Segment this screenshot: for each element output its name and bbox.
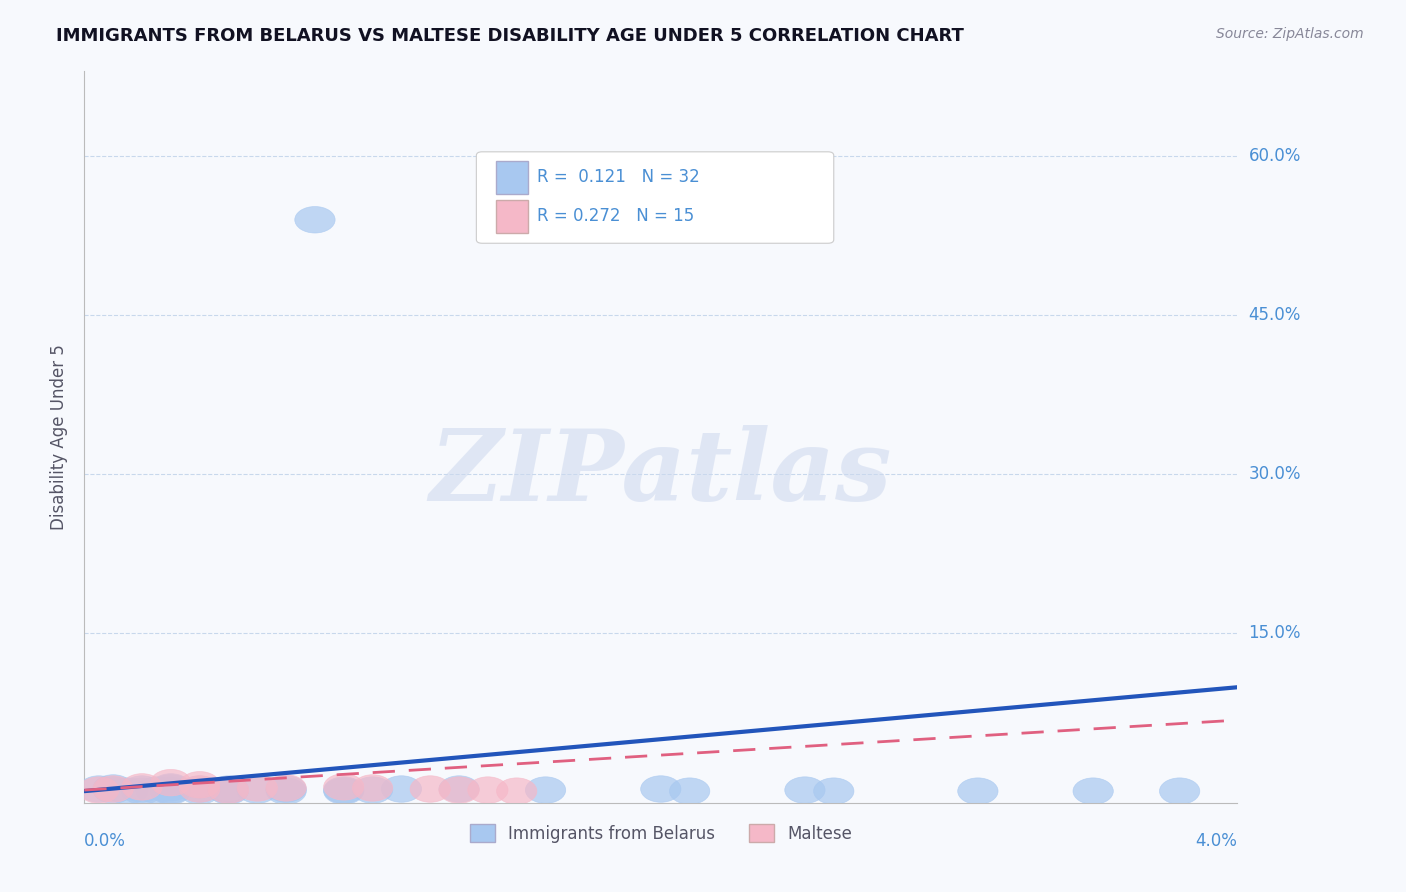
Ellipse shape — [669, 778, 710, 805]
Ellipse shape — [323, 773, 364, 800]
Legend: Immigrants from Belarus, Maltese: Immigrants from Belarus, Maltese — [463, 818, 859, 849]
Y-axis label: Disability Age Under 5: Disability Age Under 5 — [51, 344, 69, 530]
Ellipse shape — [1073, 778, 1114, 805]
Ellipse shape — [323, 778, 364, 805]
Ellipse shape — [439, 776, 479, 802]
Ellipse shape — [79, 777, 120, 804]
Ellipse shape — [439, 777, 479, 804]
Ellipse shape — [136, 777, 177, 804]
Ellipse shape — [323, 777, 364, 804]
Ellipse shape — [411, 776, 450, 802]
FancyBboxPatch shape — [496, 200, 529, 233]
Ellipse shape — [266, 775, 307, 801]
Ellipse shape — [93, 776, 134, 802]
Ellipse shape — [208, 777, 249, 804]
FancyBboxPatch shape — [477, 152, 834, 244]
Ellipse shape — [266, 776, 307, 802]
Ellipse shape — [150, 770, 191, 796]
Ellipse shape — [107, 778, 148, 805]
Text: 0.0%: 0.0% — [84, 832, 127, 850]
Ellipse shape — [353, 777, 392, 804]
Text: 45.0%: 45.0% — [1249, 306, 1301, 324]
Ellipse shape — [150, 777, 191, 804]
Text: IMMIGRANTS FROM BELARUS VS MALTESE DISABILITY AGE UNDER 5 CORRELATION CHART: IMMIGRANTS FROM BELARUS VS MALTESE DISAB… — [56, 27, 965, 45]
Ellipse shape — [208, 778, 249, 805]
Ellipse shape — [150, 773, 191, 800]
Text: 30.0%: 30.0% — [1249, 466, 1301, 483]
Ellipse shape — [122, 778, 162, 805]
Ellipse shape — [381, 776, 422, 802]
Text: Source: ZipAtlas.com: Source: ZipAtlas.com — [1216, 27, 1364, 41]
Ellipse shape — [526, 777, 565, 804]
Ellipse shape — [238, 775, 277, 801]
Ellipse shape — [295, 207, 335, 233]
Ellipse shape — [266, 778, 307, 805]
Ellipse shape — [496, 778, 537, 805]
Text: 15.0%: 15.0% — [1249, 624, 1301, 642]
Text: ZIPatlas: ZIPatlas — [430, 425, 891, 522]
Ellipse shape — [641, 776, 681, 802]
FancyBboxPatch shape — [496, 161, 529, 194]
Ellipse shape — [150, 778, 191, 805]
Ellipse shape — [785, 777, 825, 804]
Ellipse shape — [150, 775, 191, 801]
Text: 60.0%: 60.0% — [1249, 147, 1301, 165]
Ellipse shape — [122, 773, 162, 800]
Ellipse shape — [468, 777, 508, 804]
Ellipse shape — [79, 776, 120, 802]
Ellipse shape — [122, 776, 162, 802]
Ellipse shape — [180, 778, 219, 805]
Ellipse shape — [93, 775, 134, 801]
Ellipse shape — [208, 777, 249, 804]
Text: R =  0.121   N = 32: R = 0.121 N = 32 — [537, 169, 700, 186]
Ellipse shape — [180, 776, 219, 802]
Ellipse shape — [238, 777, 277, 804]
Ellipse shape — [814, 778, 853, 805]
Ellipse shape — [353, 775, 392, 801]
Text: 4.0%: 4.0% — [1195, 832, 1237, 850]
Ellipse shape — [208, 776, 249, 802]
Ellipse shape — [180, 772, 219, 798]
Ellipse shape — [1160, 778, 1199, 805]
Ellipse shape — [93, 777, 134, 804]
Ellipse shape — [180, 776, 219, 802]
Ellipse shape — [957, 778, 998, 805]
Text: R = 0.272   N = 15: R = 0.272 N = 15 — [537, 207, 695, 225]
